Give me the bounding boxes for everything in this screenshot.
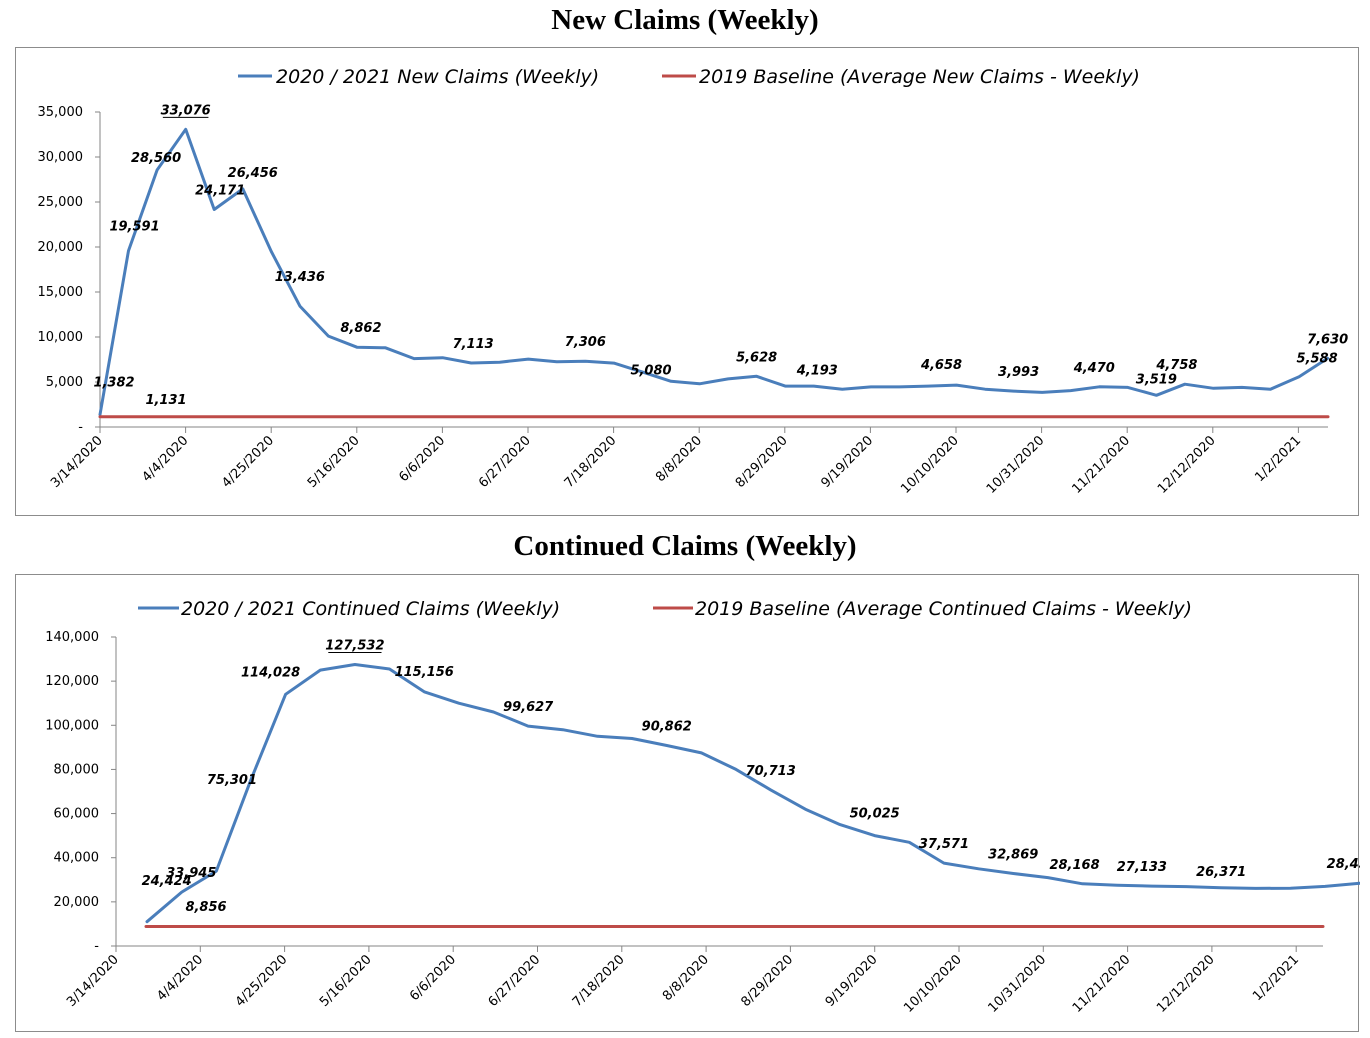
y-tick-label: 35,000 [38,105,84,120]
data-label: 115,156 [395,665,454,680]
x-tick-label: 3/14/2020 [48,433,106,491]
x-tick-label: 9/19/2020 [823,952,881,1010]
x-tick-label: 12/12/2020 [1155,433,1219,497]
data-label: 99,627 [503,700,554,715]
data-label: 19,591 [109,220,159,235]
baseline-data-label: 1,131 [145,393,186,408]
data-label: 90,862 [642,719,692,734]
data-label: 7,630 [1307,332,1348,347]
data-label: 33,945 [166,866,216,881]
data-label: 4,470 [1073,361,1115,376]
data-label: 3,993 [998,365,1039,380]
x-tick-label: 8/29/2020 [733,433,791,491]
x-tick-label: 11/21/2020 [1070,952,1134,1016]
x-tick-label: 7/18/2020 [570,952,628,1010]
legend-label: 2020 / 2021 Continued Claims (Weekly) [181,598,560,620]
x-tick-label: 10/10/2020 [901,952,965,1016]
y-tick-label: 60,000 [54,807,100,822]
chart-svg-new-claims: - 5,000 10,000 15,000 20,000 25,000 30,000 35,0… [38,66,1349,497]
data-label: 7,113 [453,337,494,352]
x-tick-label: 6/27/2020 [476,433,534,491]
x-tick-label: 6/6/2020 [407,952,459,1004]
x-tick-label: 10/10/2020 [898,433,962,497]
data-label: 127,532 [325,639,384,654]
x-tick-label: 10/31/2020 [984,433,1048,497]
data-label: 28,168 [1049,858,1099,873]
data-label: 13,436 [275,270,325,285]
x-tick-label: 5/16/2020 [317,952,375,1010]
y-tick-label: 80,000 [54,762,100,777]
y-tick-label: 30,000 [38,150,84,165]
data-label: 32,869 [988,847,1038,862]
data-label: 4,758 [1155,358,1197,373]
x-tick-label: 4/4/2020 [154,952,206,1004]
x-tick-label: 12/12/2020 [1154,952,1218,1016]
chart-title-continued-claims: Continued Claims (Weekly) [513,530,857,562]
y-tick-label: 120,000 [45,674,99,689]
data-label: 1,382 [93,376,134,391]
x-tick-label: 8/29/2020 [738,952,796,1010]
x-tick-label: 10/31/2020 [986,952,1050,1016]
data-label: 28,560 [131,151,181,166]
y-tick-label: 40,000 [54,851,100,866]
y-tick-label: 10,000 [38,330,84,345]
data-label: 26,456 [228,166,278,181]
data-label: 114,028 [241,665,300,680]
legend-label: 2019 Baseline (Average New Claims - Week… [699,66,1140,88]
y-tick-label: 20,000 [54,895,100,910]
data-label: 5,080 [630,363,671,378]
y-tick-label: 140,000 [45,630,99,645]
data-label: 5,588 [1297,352,1338,367]
x-tick-label: 9/19/2020 [818,433,876,491]
y-tick-label: 25,000 [38,195,84,210]
y-tick-label: 20,000 [38,240,84,255]
chart-title-new-claims: New Claims (Weekly) [551,4,819,36]
claims-series-line [145,663,1360,924]
chart-panel-new-claims: - 5,000 10,000 15,000 20,000 25,000 30,000 35,0… [15,47,1359,516]
data-label: 24,424 [142,874,192,889]
x-tick-label: 6/27/2020 [486,952,544,1010]
data-label: 4,658 [920,358,962,373]
x-tick-label: 5/16/2020 [305,433,363,491]
x-tick-label: 1/2/2021 [1252,433,1304,485]
y-tick-label: 100,000 [45,718,99,733]
claims-series-line [98,127,1330,417]
x-tick-label: 11/21/2020 [1069,433,1133,497]
data-label: 27,133 [1117,860,1167,875]
x-tick-label: 4/25/2020 [233,952,291,1010]
x-tick-label: 3/14/2020 [64,952,122,1010]
x-tick-label: 8/8/2020 [660,952,712,1004]
data-label: 24,171 [195,183,245,198]
y-tick-label: 15,000 [38,285,84,300]
data-label: 5,628 [736,350,777,365]
data-label: 8,862 [340,321,381,336]
x-tick-label: 7/18/2020 [562,433,620,491]
x-tick-label: 6/6/2020 [396,433,448,485]
legend-label: 2019 Baseline (Average Continued Claims … [695,598,1192,620]
data-label: 28,458 [1327,857,1360,872]
y-tick-label: - [78,420,83,435]
data-label: 50,025 [850,807,900,822]
x-tick-label: 8/8/2020 [653,433,705,485]
chart-panel-continued-claims: - 20,000 40,000 60,000 80,000 100,000 120,000 1… [15,574,1360,1032]
data-label: 7,306 [565,335,606,350]
x-tick-label: 4/25/2020 [219,433,277,491]
data-label: 37,571 [919,837,969,852]
x-tick-label: 1/2/2021 [1250,952,1302,1004]
data-label: 26,371 [1196,865,1246,880]
y-tick-label: 5,000 [46,375,83,390]
chart-svg-continued-claims: - 20,000 40,000 60,000 80,000 100,000 120,000 1… [45,598,1360,1016]
baseline-data-label: 8,856 [185,900,226,915]
data-label: 75,301 [207,773,257,788]
x-tick-label: 4/4/2020 [140,433,192,485]
data-label: 70,713 [746,764,796,779]
y-tick-label: - [94,939,99,954]
data-label: 4,193 [796,363,838,378]
legend-label: 2020 / 2021 New Claims (Weekly) [276,66,599,88]
data-label: 33,076 [161,103,211,118]
data-label: 3,519 [1136,372,1177,387]
